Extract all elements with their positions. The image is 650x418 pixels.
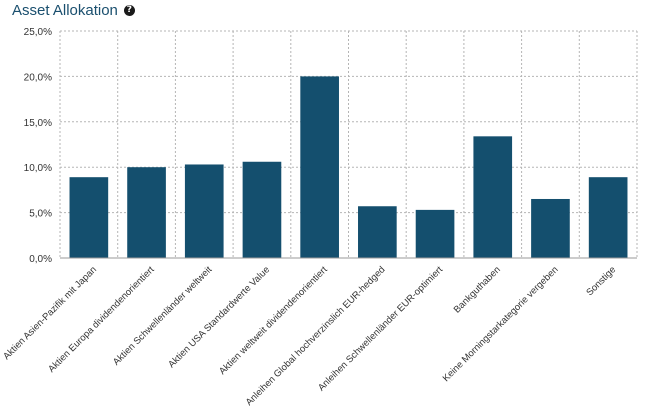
y-tick-label: 25,0% [24, 27, 52, 38]
x-tick-label: Sonstige [584, 264, 618, 298]
bar[interactable] [69, 177, 109, 258]
y-tick-label: 20,0% [24, 72, 52, 83]
bar[interactable] [300, 76, 339, 259]
chart-header: Asset Allokation ? [12, 2, 135, 19]
y-tick-label: 15,0% [24, 118, 52, 129]
x-tick-label: Anleihen Schwellenländer EUR-optimiert [316, 264, 445, 393]
chart-title: Asset Allokation [12, 2, 118, 19]
x-tick-label: Keine Morningstarkategorie vergeben [441, 264, 561, 384]
x-tick-label: Aktien Europa dividendenorientiert [46, 264, 157, 375]
bar[interactable] [415, 209, 455, 258]
bar[interactable] [358, 206, 397, 258]
x-tick-label: Aktien Asien-Pazifik mit Japan [1, 264, 99, 362]
bar[interactable] [473, 136, 513, 258]
bar[interactable] [531, 198, 570, 258]
x-tick-label: Aktien USA Standardwerte Value [166, 264, 272, 370]
x-tick-label: Bankguthaben [452, 264, 503, 315]
question-circle-icon[interactable]: ? [123, 5, 135, 16]
x-tick-label: Aktien weltweit dividendenorientiert [217, 264, 330, 377]
y-tick-label: 0,0% [29, 254, 52, 265]
bar[interactable] [242, 161, 282, 258]
bar[interactable] [127, 167, 166, 258]
bar[interactable] [588, 177, 628, 258]
bar[interactable] [184, 164, 224, 258]
y-tick-label: 5,0% [29, 209, 52, 220]
x-tick-label: Aktien Schwellenländer weltweit [111, 264, 215, 368]
y-tick-label: 10,0% [24, 163, 52, 174]
